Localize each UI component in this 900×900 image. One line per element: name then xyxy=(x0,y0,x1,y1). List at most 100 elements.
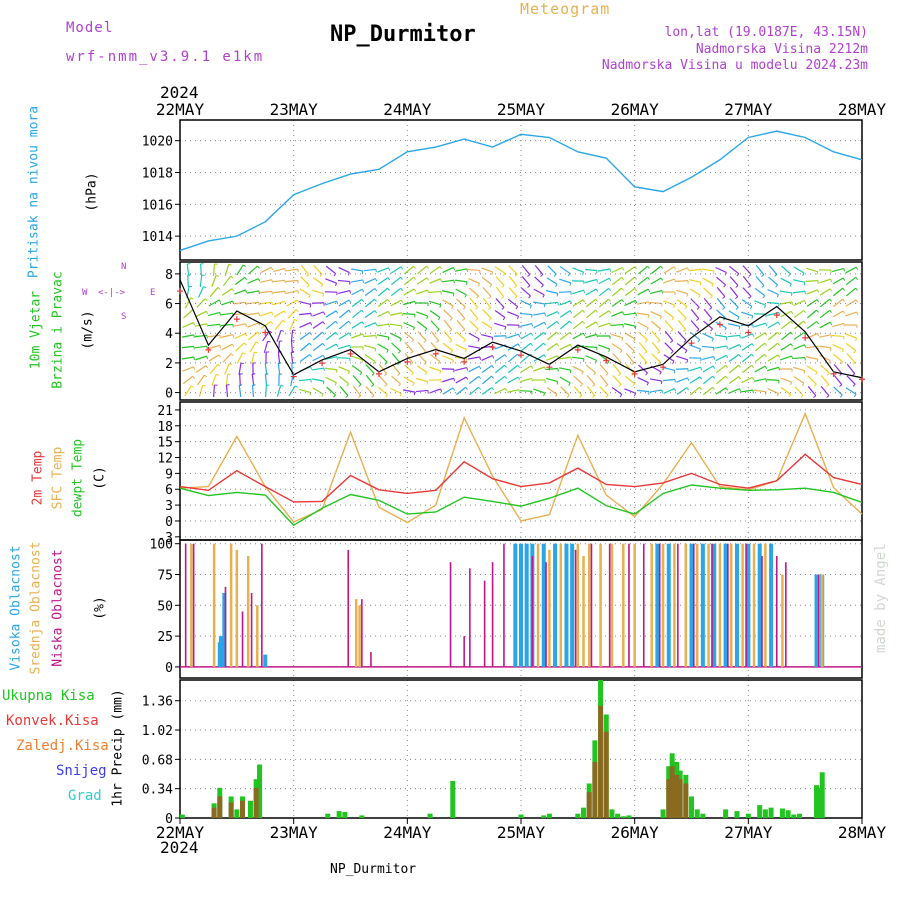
wind-barb xyxy=(469,298,479,308)
cloud-mid-bar xyxy=(536,543,540,667)
wind-barb xyxy=(840,361,843,365)
wind-barb xyxy=(543,322,547,326)
wind-barb xyxy=(605,373,609,376)
wind-barb xyxy=(199,274,203,288)
wind-barb xyxy=(219,345,222,349)
wind-barb xyxy=(621,299,625,303)
wind-barb xyxy=(387,287,390,291)
wind-barb xyxy=(269,330,273,334)
wind-barb xyxy=(645,372,648,376)
wind-barb xyxy=(478,376,481,380)
wind-barb xyxy=(183,309,193,319)
wind-barb xyxy=(415,389,429,393)
wind-barb xyxy=(482,287,492,297)
wind-barb xyxy=(365,298,375,308)
cloud-low-bar xyxy=(545,562,547,667)
wind-barb xyxy=(740,389,754,393)
wind-barb xyxy=(249,341,257,353)
precip-total-bar xyxy=(257,764,263,818)
wind-barb xyxy=(646,327,649,331)
wind-barb xyxy=(829,288,833,292)
wind-barb xyxy=(245,333,248,337)
wind-barb xyxy=(670,350,674,354)
wind-barb xyxy=(306,274,310,277)
wind-barb xyxy=(807,375,817,385)
wind-barb xyxy=(841,349,844,353)
y-tick-label: 1.36 xyxy=(142,695,173,710)
wind-barb xyxy=(715,387,727,395)
wind-barb xyxy=(683,340,687,343)
wind-barb xyxy=(768,265,778,275)
wind-barb xyxy=(234,289,246,295)
wind-barb xyxy=(313,265,323,275)
wind-barb xyxy=(663,300,675,306)
wind-barb xyxy=(495,364,505,374)
wind-barb xyxy=(855,276,858,280)
precip-convective-bar xyxy=(240,800,246,818)
wind-barb xyxy=(790,331,793,335)
wind-barb xyxy=(608,310,612,314)
wind-barb xyxy=(507,353,519,363)
wind-barb xyxy=(378,363,388,375)
wind-barb xyxy=(567,273,571,277)
wind-barb xyxy=(264,362,268,376)
wind-barb xyxy=(204,374,208,378)
wind-barb xyxy=(351,355,363,361)
wind-barb xyxy=(469,386,479,396)
wind-barb xyxy=(702,375,714,385)
wind-barb xyxy=(806,320,818,330)
wind-gust-marker xyxy=(546,364,553,371)
precip-total-bar xyxy=(581,807,587,818)
wind-barb xyxy=(365,364,375,374)
wind-barb xyxy=(633,338,636,342)
wind-barb xyxy=(599,298,609,308)
wind-barb xyxy=(843,268,846,272)
wind-barb xyxy=(586,364,596,374)
wind-barb xyxy=(670,340,674,343)
cloud-mid-bar xyxy=(576,543,580,667)
wind-barb xyxy=(372,361,376,365)
cloud-mid-bar xyxy=(684,543,688,667)
wind-barb xyxy=(638,364,648,374)
wind-barb xyxy=(637,376,649,384)
wind-barb xyxy=(545,301,559,305)
wind-barb xyxy=(806,299,818,307)
wind-barb xyxy=(338,266,350,274)
wind-barb xyxy=(687,377,690,381)
wind-barb xyxy=(286,289,298,295)
wind-barb xyxy=(322,321,326,325)
wind-barb xyxy=(494,266,506,274)
wind-barb xyxy=(258,278,261,282)
cloud-low-bar xyxy=(241,611,244,667)
pressure-line xyxy=(179,130,863,252)
wind-barb xyxy=(559,376,571,384)
wind-barb xyxy=(571,356,585,360)
precip-total-bar xyxy=(734,811,740,818)
wind-barb xyxy=(683,329,687,332)
wind-barb xyxy=(842,310,846,314)
wind-barb xyxy=(439,266,443,270)
wind-barb xyxy=(417,341,427,353)
wind-barb xyxy=(663,354,675,362)
wind-barb xyxy=(754,378,766,382)
wind-barb xyxy=(677,331,687,341)
wind-barb xyxy=(728,265,740,275)
wind-barb xyxy=(520,377,532,383)
wind-barb xyxy=(765,322,768,327)
wind-barb xyxy=(399,338,402,342)
wind-barb xyxy=(411,339,414,343)
wind-barb xyxy=(374,298,377,302)
wind-barb xyxy=(842,277,846,281)
wind-barb xyxy=(254,351,258,354)
wind-barb xyxy=(364,277,376,285)
wind-barb xyxy=(845,299,857,307)
wind-barb xyxy=(348,309,351,313)
wind-barb xyxy=(621,277,625,281)
wind-barb xyxy=(325,343,337,351)
wind-barb xyxy=(661,389,663,394)
wind-barb xyxy=(208,354,220,362)
wind-barb xyxy=(195,310,207,318)
wind-barb xyxy=(377,334,389,338)
model-label: Model xyxy=(66,20,114,36)
wind-barb xyxy=(709,307,713,310)
